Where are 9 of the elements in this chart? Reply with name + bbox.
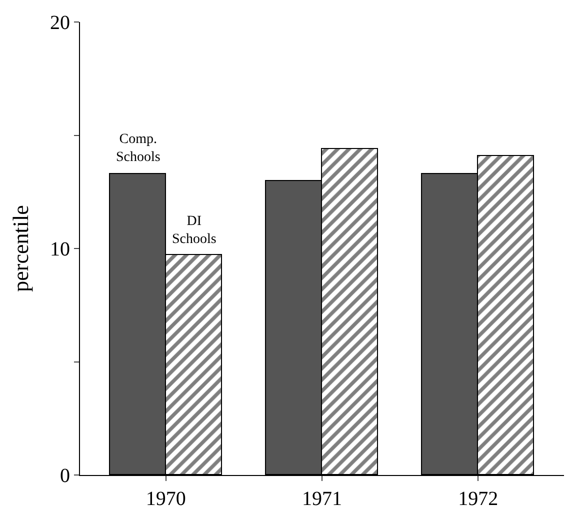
series-label: Comp. Schools [116,132,160,166]
y-axis-title: percentile [8,205,33,292]
y-tick-label: 20 [50,12,70,34]
y-tick-label: 10 [50,238,70,260]
x-tick-label: 1972 [458,488,498,510]
series-label: DI Schools [172,214,216,248]
x-tick-label: 1971 [302,488,342,510]
y-tick-label: 0 [60,465,70,487]
x-tick-label: 1970 [146,488,186,510]
